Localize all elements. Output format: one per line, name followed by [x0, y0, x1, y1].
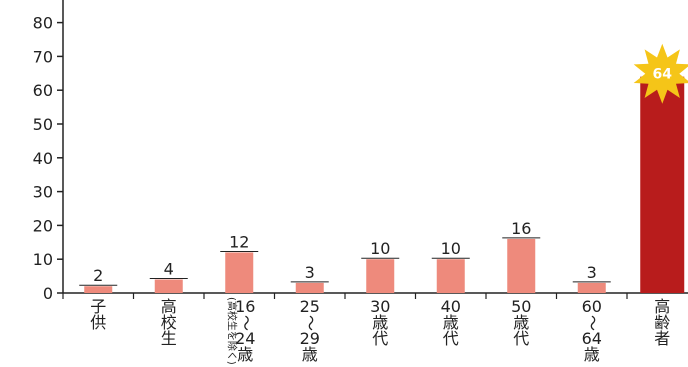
y-tick-label: 10 [33, 250, 53, 269]
y-tick-label: 30 [33, 183, 53, 202]
category-label-line: 代 [372, 329, 388, 348]
y-tick-label: 50 [33, 115, 53, 134]
y-tick-label: 80 [33, 14, 53, 33]
category-label-line: 16 [235, 297, 255, 316]
y-tick-label: 70 [33, 47, 53, 66]
data-label-8: 64 [653, 67, 673, 83]
y-tick-label: 20 [33, 216, 53, 235]
data-label-2: 12 [229, 232, 249, 251]
category-label-3: 25〜29歳 [300, 297, 320, 364]
category-label-line: 供 [90, 313, 106, 332]
bar-1 [154, 279, 183, 293]
data-label-5: 10 [441, 239, 461, 258]
star-burst-icon [633, 43, 688, 104]
category-label-line: 歳 [584, 345, 600, 364]
data-label-0: 2 [93, 266, 103, 285]
category-label-line: 歳 [443, 313, 459, 332]
data-label-3: 3 [305, 263, 315, 282]
bar-0 [84, 286, 113, 293]
category-label-line: 子 [90, 297, 106, 316]
data-label-4: 10 [370, 239, 390, 258]
y-tick-label: 40 [33, 149, 53, 168]
category-label-line: 歳 [513, 313, 529, 332]
category-label-line: 〜 [236, 315, 255, 331]
category-label-1: 高校生 [161, 297, 177, 348]
category-label-line: 校 [161, 313, 177, 332]
category-label-line: 齢 [654, 313, 670, 332]
bar-5 [436, 259, 465, 293]
data-labels: 2 4 12 3 10 10 16 3 64 [79, 43, 688, 286]
category-label-2: 16〜24歳(高校生を除く) [225, 297, 255, 365]
data-label-1: 4 [164, 259, 174, 278]
category-note: (高校生を除く) [225, 297, 238, 365]
data-label-7: 3 [587, 263, 597, 282]
category-label-line: 歳 [237, 345, 253, 364]
category-label-0: 子供 [90, 297, 106, 332]
category-label-line: 高 [161, 297, 177, 316]
bar-8-highlight [640, 76, 685, 294]
category-label-line: 〜 [301, 315, 320, 331]
category-label-line: 歳 [372, 313, 388, 332]
category-label-line: 者 [654, 329, 670, 348]
category-label-line: 64 [582, 329, 602, 348]
bar-6 [507, 238, 536, 293]
category-label-line: 〜 [583, 315, 602, 331]
category-label-line: 25 [300, 297, 320, 316]
bar-3 [295, 282, 324, 293]
category-label-line: 50 [511, 297, 531, 316]
category-label-line: 歳 [302, 345, 318, 364]
category-label-line: 29 [300, 329, 320, 348]
category-label-line: 高 [654, 297, 670, 316]
bar-4 [366, 259, 395, 293]
category-label-line: 60 [582, 297, 602, 316]
y-tick-label: 0 [43, 284, 53, 303]
bars [84, 76, 685, 294]
y-tick-label: 60 [33, 81, 53, 100]
data-label-6: 16 [511, 219, 531, 238]
bar-2 [225, 252, 254, 293]
category-label-line: 40 [441, 297, 461, 316]
category-label-line: 30 [370, 297, 390, 316]
bar-7 [577, 282, 606, 293]
category-label-line: 代 [513, 329, 529, 348]
category-label-7: 60〜64歳 [582, 297, 602, 364]
category-label-line: 24 [235, 329, 255, 348]
category-label-line: 代 [443, 329, 459, 348]
y-axis: 0 10 20 30 40 50 60 70 80 [33, 0, 64, 303]
category-label-8: 高齢者 [654, 297, 670, 348]
category-label-line: 生 [161, 329, 177, 348]
